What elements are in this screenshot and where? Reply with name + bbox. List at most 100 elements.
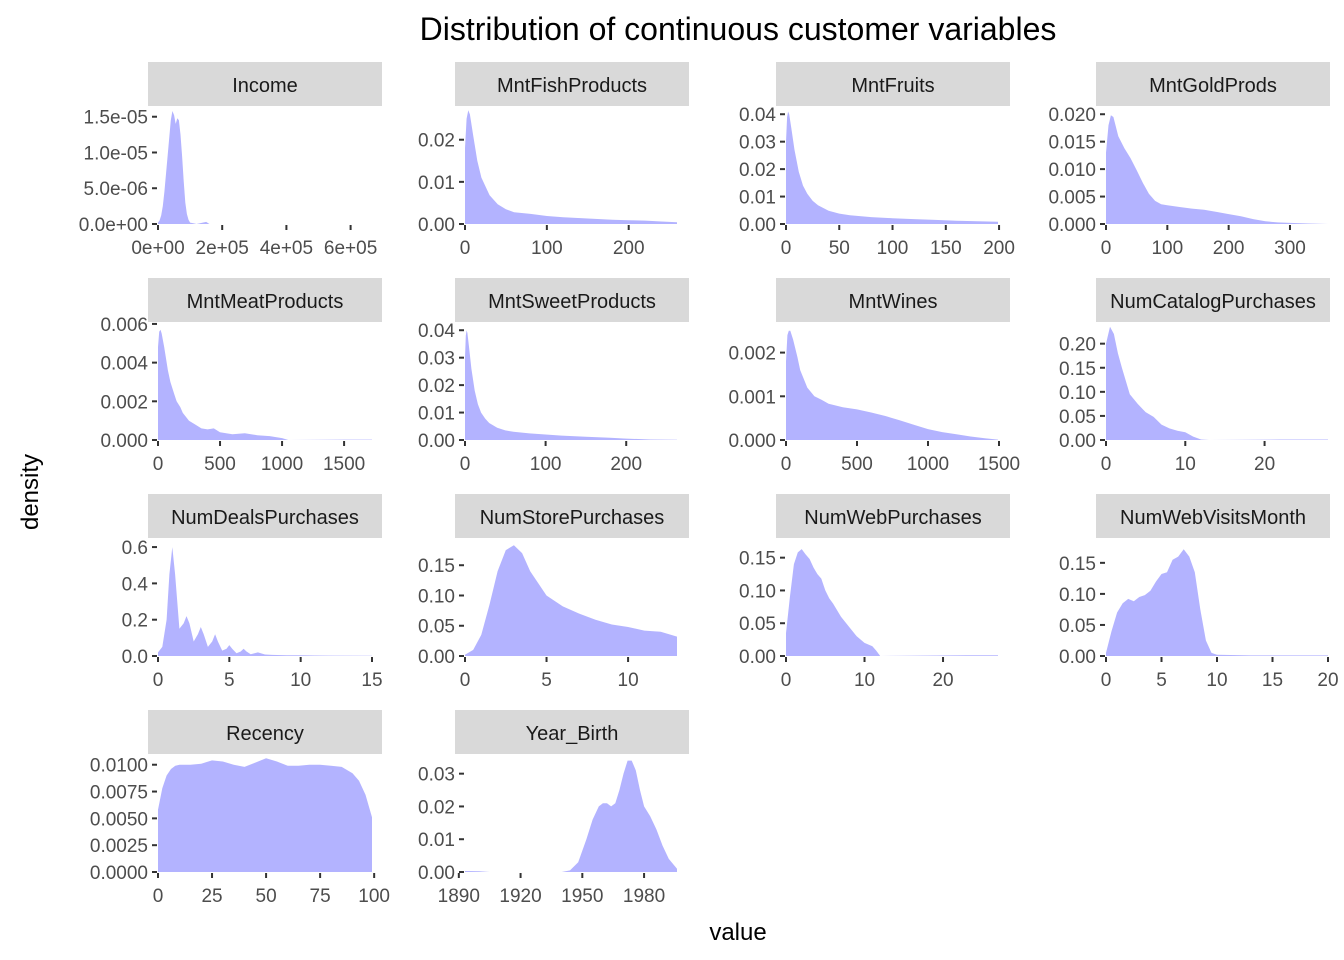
y-tick-label-mntmeatproducts: 0.006: [100, 315, 148, 336]
y-tick-label-mntmeatproducts: 0.004: [100, 354, 148, 375]
y-tick-label-mntfishproducts: 0.01: [418, 173, 455, 194]
x-tick-label-mntfruits: 100: [877, 238, 909, 259]
y-tick-label-numdealspurchases: 0.4: [122, 574, 149, 595]
y-tick-label-year-birth: 0.03: [418, 765, 455, 786]
x-tick-label-mntfruits: 0: [781, 238, 792, 259]
y-tick-label-mntmeatproducts: 0.000: [100, 431, 148, 452]
x-tick-label-mntgoldprods: 300: [1274, 238, 1306, 259]
x-tick-label-numcatalogpurchases: 0: [1101, 454, 1112, 475]
y-tick-label-numstorepurchases: 0.10: [418, 586, 455, 607]
x-tick-label-numwebvisitsmonth: 10: [1206, 670, 1227, 691]
panel-numstorepurchases: NumStorePurchases 0.00 0.05 0.10 0.15 0 5 10: [418, 494, 689, 691]
x-tick-label-recency: 75: [310, 886, 331, 907]
x-tick-label-numstorepurchases: 0: [460, 670, 471, 691]
x-tick-label-numstorepurchases: 5: [541, 670, 552, 691]
strip-year-birth: [455, 710, 689, 754]
x-tick-label-year-birth: 1920: [499, 886, 541, 907]
x-tick-label-mntfruits: 200: [983, 238, 1015, 259]
y-tick-label-recency: 0.0100: [90, 756, 148, 777]
strip-mntsweetproducts: [455, 278, 689, 322]
x-tick-label-income: 0e+00: [131, 238, 184, 259]
y-tick-label-numstorepurchases: 0.00: [418, 647, 455, 668]
x-tick-label-numwebpurchases: 20: [932, 670, 953, 691]
density-area-year-birth: [465, 760, 677, 872]
density-area-mntmeatproducts: [158, 329, 372, 440]
y-tick-label-mntfruits: 0.00: [739, 215, 776, 236]
y-tick-label-numcatalogpurchases: 0.10: [1059, 383, 1096, 404]
y-tick-label-numwebvisitsmonth: 0.05: [1059, 616, 1096, 637]
y-tick-label-numdealspurchases: 0.6: [122, 538, 148, 559]
strip-label-income: Income: [232, 75, 298, 97]
x-tick-label-numdealspurchases: 0: [153, 670, 164, 691]
density-area-numdealspurchases: [158, 547, 372, 656]
strip-mntgoldprods: [1096, 62, 1330, 106]
x-tick-label-mntsweetproducts: 200: [610, 454, 642, 475]
x-tick-label-year-birth: 1890: [438, 886, 480, 907]
x-tick-label-numwebpurchases: 10: [854, 670, 875, 691]
y-tick-label-numcatalogpurchases: 0.15: [1059, 359, 1096, 380]
density-area-mntsweetproducts: [465, 330, 677, 440]
facet-panels: Income 0.0e+00 5.0e-06 1.0e-05 1.5e-05 0e+00 2…: [79, 62, 1339, 907]
strip-mntfruits: [776, 62, 1010, 106]
y-tick-label-recency: 0.0075: [90, 783, 148, 804]
x-tick-label-mntfishproducts: 100: [531, 238, 563, 259]
y-tick-label-mntfruits: 0.04: [739, 105, 776, 126]
y-tick-label-mntsweetproducts: 0.03: [418, 349, 455, 370]
x-tick-label-mntwines: 500: [841, 454, 873, 475]
panel-numwebvisitsmonth: NumWebVisitsMonth 0.00 0.05 0.10 0.15 0 5 10 15 2…: [1059, 494, 1339, 691]
strip-label-numstorepurchases: NumStorePurchases: [480, 507, 665, 529]
y-tick-label-mntwines: 0.002: [728, 344, 776, 365]
x-tick-label-income: 6e+05: [324, 238, 377, 259]
x-axis-title: value: [709, 919, 766, 946]
x-tick-label-mntwines: 1500: [978, 454, 1020, 475]
y-tick-label-numwebvisitsmonth: 0.00: [1059, 647, 1096, 668]
y-tick-label-mntgoldprods: 0.020: [1048, 105, 1096, 126]
density-area-numwebvisitsmonth: [1106, 549, 1328, 656]
x-tick-label-income: 4e+05: [260, 238, 313, 259]
x-tick-label-numwebpurchases: 0: [781, 670, 792, 691]
x-tick-label-numcatalogpurchases: 10: [1175, 454, 1196, 475]
x-tick-label-mntmeatproducts: 1000: [261, 454, 303, 475]
y-tick-label-numwebpurchases: 0.05: [739, 614, 776, 635]
y-tick-label-income: 5.0e-06: [84, 179, 148, 200]
x-tick-label-mntgoldprods: 200: [1213, 238, 1245, 259]
x-tick-label-numwebvisitsmonth: 15: [1262, 670, 1283, 691]
y-tick-label-mntfishproducts: 0.02: [418, 131, 455, 152]
x-tick-label-numdealspurchases: 10: [290, 670, 311, 691]
panel-mntfruits: MntFruits 0.00 0.01 0.02 0.03 0.04 0 50 100 150 20…: [739, 62, 1015, 259]
strip-numstorepurchases: [455, 494, 689, 538]
strip-label-mntfruits: MntFruits: [851, 75, 934, 97]
strip-recency: [148, 710, 382, 754]
y-tick-label-numcatalogpurchases: 0.05: [1059, 407, 1096, 428]
y-tick-label-numdealspurchases: 0.0: [122, 647, 148, 668]
x-tick-label-numcatalogpurchases: 20: [1254, 454, 1275, 475]
x-tick-label-mntgoldprods: 0: [1101, 238, 1112, 259]
x-tick-label-recency: 50: [256, 886, 277, 907]
y-tick-label-year-birth: 0.00: [418, 863, 455, 884]
strip-label-numdealspurchases: NumDealsPurchases: [171, 507, 359, 529]
strip-numdealspurchases: [148, 494, 382, 538]
y-tick-label-mntsweetproducts: 0.01: [418, 404, 455, 425]
y-tick-label-income: 1.0e-05: [84, 143, 148, 164]
x-tick-label-numwebvisitsmonth: 20: [1317, 670, 1338, 691]
density-area-mntgoldprods: [1106, 115, 1328, 224]
y-tick-label-numstorepurchases: 0.15: [418, 556, 455, 577]
panel-numwebpurchases: NumWebPurchases 0.00 0.05 0.10 0.15 0 10 20: [739, 494, 1010, 691]
x-tick-label-numstorepurchases: 10: [618, 670, 639, 691]
density-area-income: [158, 111, 372, 224]
panel-recency: Recency 0.0000 0.0025 0.0050 0.0075 0.0100 0 25…: [90, 710, 390, 907]
y-tick-label-mntgoldprods: 0.015: [1048, 133, 1096, 154]
y-tick-label-numwebpurchases: 0.00: [739, 647, 776, 668]
y-tick-label-mntmeatproducts: 0.002: [100, 392, 148, 413]
density-area-numcatalogpurchases: [1106, 326, 1328, 440]
density-area-mntwines: [786, 330, 998, 440]
panel-mntwines: MntWines 0.000 0.001 0.002 0 500 1000 1500: [728, 278, 1020, 475]
x-tick-label-mntmeatproducts: 1500: [323, 454, 365, 475]
strip-label-numwebpurchases: NumWebPurchases: [804, 507, 981, 529]
x-tick-label-mntsweetproducts: 100: [530, 454, 562, 475]
y-tick-label-mntfruits: 0.03: [739, 133, 776, 154]
strip-label-mntfishproducts: MntFishProducts: [497, 75, 647, 97]
panel-income: Income 0.0e+00 5.0e-06 1.0e-05 1.5e-05 0e+00 2…: [79, 62, 382, 259]
y-tick-label-mntgoldprods: 0.000: [1048, 215, 1096, 236]
y-tick-label-numcatalogpurchases: 0.00: [1059, 431, 1096, 452]
